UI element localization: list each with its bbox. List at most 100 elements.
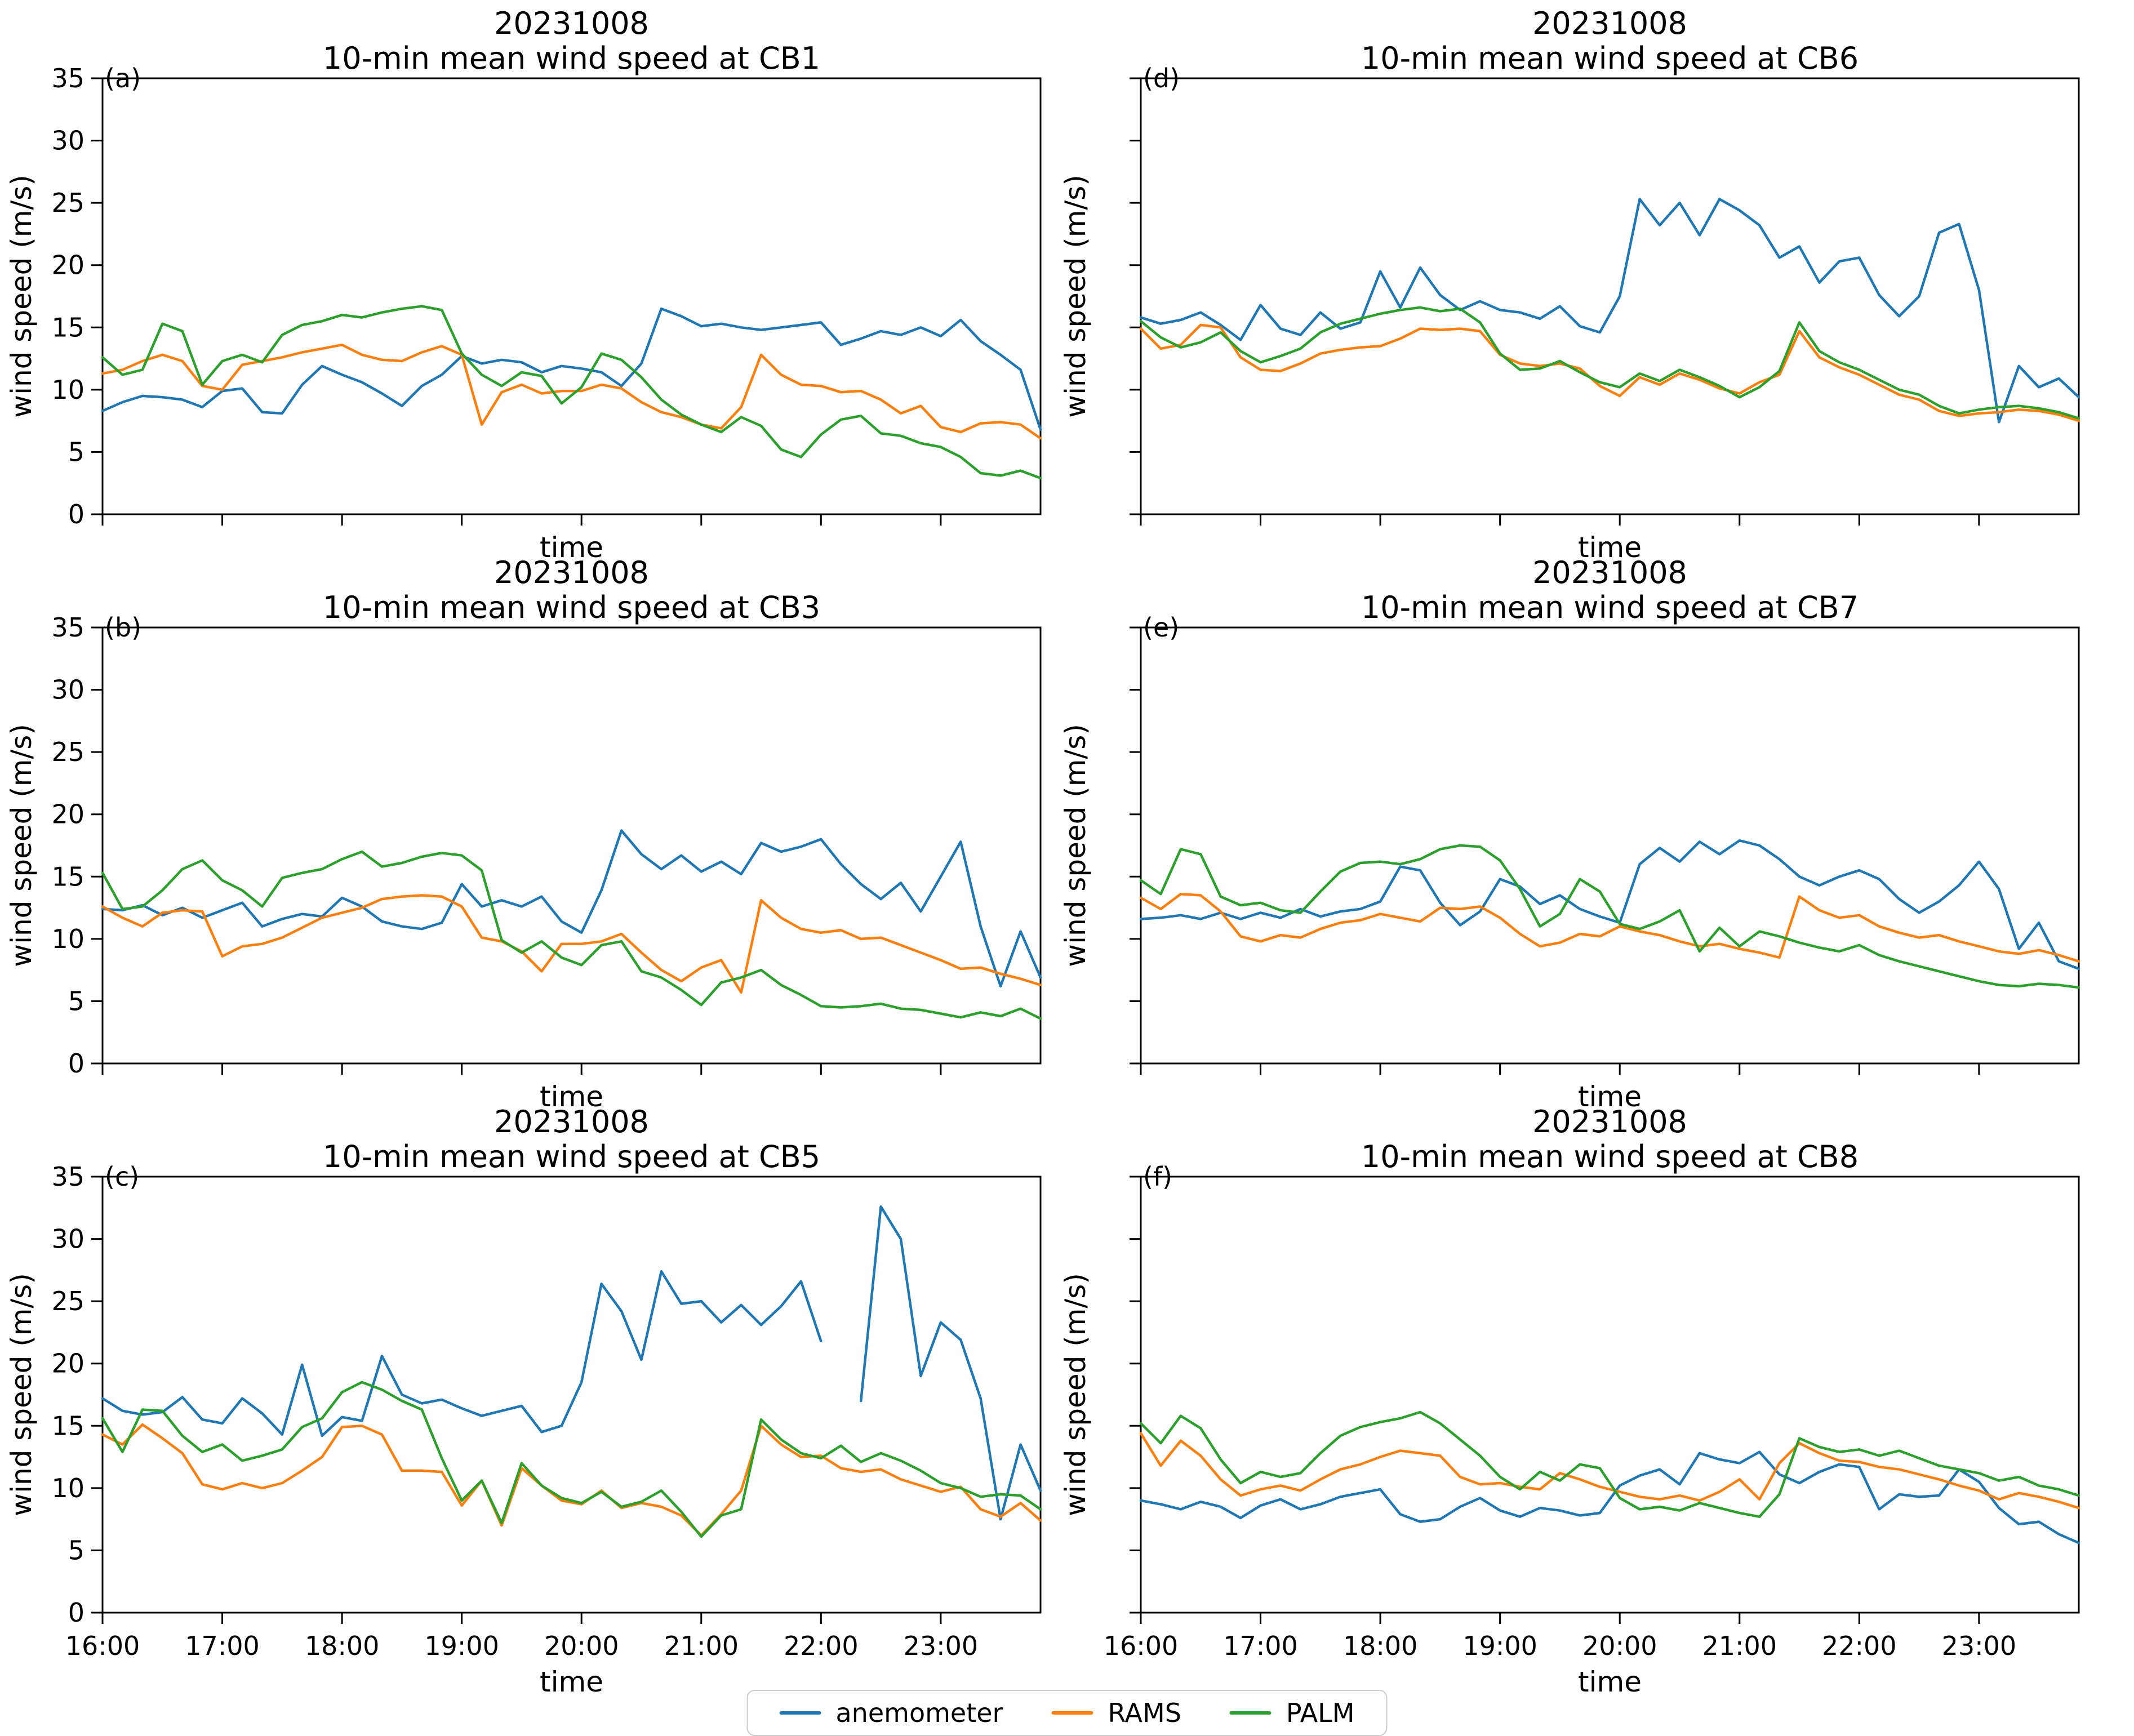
y-tick-label: 0 — [68, 499, 85, 529]
x-tick-label: 23:00 — [904, 1631, 979, 1661]
series-RAMS-line — [101, 894, 1042, 994]
legend-item-anemometer: anemometer — [779, 1700, 1003, 1726]
panel-b-letter: (b) — [105, 612, 141, 643]
panel-a-title: 10-min mean wind speed at CB1 — [323, 41, 820, 76]
panel-f-title: 10-min mean wind speed at CB8 — [1361, 1139, 1859, 1174]
y-tick-label: 30 — [51, 1224, 85, 1254]
panel-b-title: 10-min mean wind speed at CB3 — [323, 590, 820, 625]
series-RAMS-line — [1139, 892, 2080, 963]
panel-c-xlabel: time — [540, 1666, 603, 1698]
series-PALM-line — [101, 1381, 1042, 1538]
series-anemometer-line — [1139, 839, 2080, 971]
y-tick-label: 5 — [68, 1535, 85, 1565]
panel-a-axes-frame — [101, 77, 1042, 515]
panel-d-xlabel: time — [1578, 531, 1642, 564]
panel-d-letter: (d) — [1143, 63, 1180, 94]
y-tick-label: 35 — [51, 612, 85, 643]
panel-c-title: 10-min mean wind speed at CB5 — [323, 1139, 820, 1174]
legend-label-anemometer: anemometer — [835, 1698, 1003, 1728]
series-anemometer-line — [1139, 1450, 2080, 1544]
legend-item-PALM: PALM — [1229, 1698, 1355, 1728]
panel-a-ylabel: wind speed (m/s) — [5, 175, 38, 418]
x-tick-label: 20:00 — [1582, 1631, 1657, 1661]
panel-c-title-date: 20231008 — [494, 1104, 649, 1139]
y-tick-label: 30 — [51, 126, 85, 156]
x-tick-label: 18:00 — [1343, 1631, 1418, 1661]
panel-e-title-date: 20231008 — [1532, 555, 1687, 590]
series-RAMS-line — [1139, 323, 2080, 422]
y-tick-label: 35 — [51, 1161, 85, 1192]
y-tick-label: 5 — [68, 437, 85, 467]
y-tick-label: 25 — [51, 737, 85, 767]
series-PALM-line — [1139, 844, 2080, 989]
panel-d-title: 10-min mean wind speed at CB6 — [1361, 41, 1859, 76]
y-tick-label: 30 — [51, 675, 85, 705]
panel-e-ylabel: wind speed (m/s) — [1059, 724, 1092, 967]
legend-item-RAMS: RAMS — [1051, 1700, 1181, 1726]
series-anemometer-line — [101, 1270, 823, 1437]
x-tick-label: 16:00 — [65, 1631, 140, 1661]
y-tick-label: 20 — [51, 799, 85, 830]
x-tick-label: 19:00 — [424, 1631, 499, 1661]
x-tick-label: 18:00 — [305, 1631, 380, 1661]
y-tick-label: 5 — [68, 986, 85, 1016]
panel-d-ylabel: wind speed (m/s) — [1059, 175, 1092, 418]
panel-e-title: 10-min mean wind speed at CB7 — [1361, 590, 1859, 625]
y-tick-label: 20 — [51, 250, 85, 281]
y-tick-label: 0 — [68, 1048, 85, 1079]
series-anemometer-line — [101, 307, 1042, 431]
x-tick-label: 17:00 — [1223, 1631, 1298, 1661]
series-RAMS-line — [101, 1423, 1042, 1537]
y-tick-label: 15 — [51, 1410, 85, 1441]
series-PALM-line — [101, 305, 1042, 480]
y-tick-label: 35 — [51, 63, 85, 94]
x-tick-label: 16:00 — [1104, 1631, 1179, 1661]
panel-d-title-date: 20231008 — [1532, 6, 1687, 41]
series-anemometer-line — [101, 829, 1042, 988]
series-anemometer-line — [859, 1205, 1042, 1521]
y-tick-label: 10 — [51, 375, 85, 405]
panel-f-axes-frame — [1140, 1176, 2080, 1614]
x-tick-label: 23:00 — [1942, 1631, 2017, 1661]
x-tick-label: 21:00 — [664, 1631, 739, 1661]
series-PALM-line — [101, 850, 1042, 1020]
y-tick-label: 15 — [51, 861, 85, 892]
y-tick-label: 10 — [51, 1473, 85, 1503]
panel-b-ylabel: wind speed (m/s) — [5, 724, 38, 967]
panel-a-title-date: 20231008 — [494, 6, 649, 41]
legend-label-PALM: PALM — [1286, 1698, 1355, 1728]
panel-f-xlabel: time — [1578, 1666, 1642, 1698]
y-tick-label: 0 — [68, 1597, 85, 1628]
x-tick-label: 17:00 — [185, 1631, 260, 1661]
panel-e-xlabel: time — [1578, 1080, 1642, 1113]
series-PALM-line — [1139, 306, 2080, 420]
x-tick-label: 22:00 — [784, 1631, 859, 1661]
x-tick-label: 20:00 — [544, 1631, 619, 1661]
panel-f-letter: (f) — [1143, 1161, 1172, 1192]
x-tick-label: 22:00 — [1822, 1631, 1897, 1661]
panel-b-title-date: 20231008 — [494, 555, 649, 590]
panel-d-axes-frame — [1140, 77, 2080, 515]
panel-b-xlabel: time — [540, 1080, 603, 1113]
panel-c-letter: (c) — [105, 1161, 139, 1192]
panel-c-axes-frame — [101, 1176, 1042, 1614]
y-tick-label: 20 — [51, 1348, 85, 1379]
legend: anemometer RAMS PALM — [746, 1690, 1388, 1736]
legend-line-RAMS — [1051, 1711, 1093, 1715]
legend-line-anemometer — [779, 1711, 821, 1715]
x-tick-label: 19:00 — [1462, 1631, 1537, 1661]
legend-line-PALM — [1229, 1711, 1271, 1715]
panel-a-xlabel: time — [540, 531, 603, 564]
panel-b-axes-frame — [101, 626, 1042, 1065]
panel-f-title-date: 20231008 — [1532, 1104, 1687, 1139]
panel-a-letter: (a) — [105, 63, 141, 94]
y-tick-label: 25 — [51, 188, 85, 218]
series-RAMS-line — [101, 343, 1042, 440]
x-tick-label: 21:00 — [1702, 1631, 1777, 1661]
series-anemometer-line — [1139, 198, 2080, 424]
